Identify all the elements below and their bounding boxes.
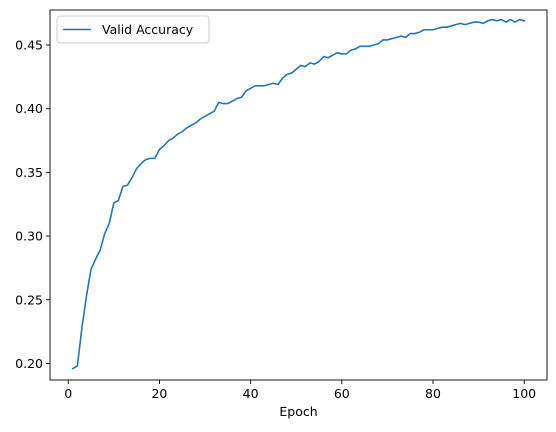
x-tick-label: 80: [425, 386, 441, 401]
series-layer: [71, 18, 526, 370]
legend-label: Valid Accuracy: [102, 22, 194, 37]
legend: Valid Accuracy: [56, 15, 210, 44]
y-tick-label: 0.30: [15, 229, 43, 244]
series-line-0: [71, 18, 526, 370]
x-axis-label: Epoch: [279, 404, 317, 419]
axes-frame: [49, 9, 548, 381]
y-tick-label: 0.40: [15, 101, 43, 116]
legend-box: [56, 15, 210, 44]
axes-layer: [49, 9, 548, 381]
x-tick-label: 20: [151, 386, 167, 401]
ticks-layer: 0 20 40 60 80 100 0.20 0.25 0.30 0.35 0.40 0.45: [15, 38, 536, 401]
x-tick-label: 40: [243, 386, 259, 401]
y-tick-label: 0.45: [15, 38, 43, 53]
y-tick-label: 0.35: [15, 165, 43, 180]
y-tick-label: 0.20: [15, 356, 43, 371]
x-tick-label: 100: [512, 386, 536, 401]
x-tick-label: 60: [334, 386, 350, 401]
y-tick-label: 0.25: [15, 292, 43, 307]
plot-area: [50, 10, 547, 380]
x-tick-label: 0: [64, 386, 72, 401]
